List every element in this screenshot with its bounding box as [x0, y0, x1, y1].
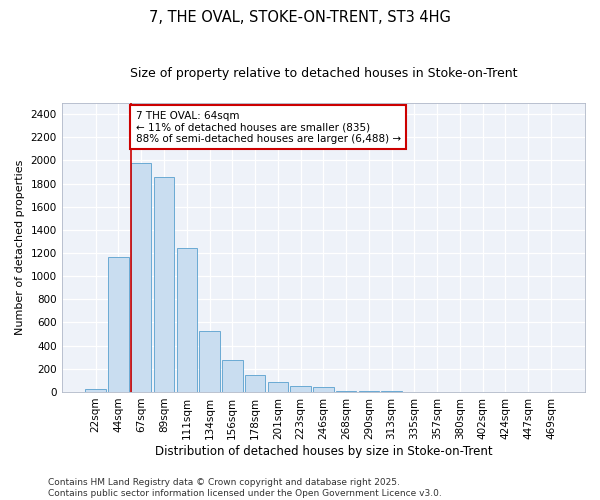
Bar	[313, 388, 334, 392]
Text: 7, THE OVAL, STOKE-ON-TRENT, ST3 4HG: 7, THE OVAL, STOKE-ON-TRENT, ST3 4HG	[149, 10, 451, 25]
Text: 7 THE OVAL: 64sqm
← 11% of detached houses are smaller (835)
88% of semi-detache: 7 THE OVAL: 64sqm ← 11% of detached hous…	[136, 110, 401, 144]
Bar	[176, 248, 197, 392]
Bar	[245, 374, 265, 392]
Bar	[290, 386, 311, 392]
Bar	[85, 389, 106, 392]
Bar	[222, 360, 242, 392]
Text: Contains HM Land Registry data © Crown copyright and database right 2025.
Contai: Contains HM Land Registry data © Crown c…	[48, 478, 442, 498]
Bar	[154, 177, 174, 392]
Title: Size of property relative to detached houses in Stoke-on-Trent: Size of property relative to detached ho…	[130, 68, 517, 80]
Bar	[131, 164, 151, 392]
Bar	[108, 257, 129, 392]
Y-axis label: Number of detached properties: Number of detached properties	[15, 160, 25, 335]
X-axis label: Distribution of detached houses by size in Stoke-on-Trent: Distribution of detached houses by size …	[155, 444, 492, 458]
Bar	[268, 382, 288, 392]
Bar	[199, 331, 220, 392]
